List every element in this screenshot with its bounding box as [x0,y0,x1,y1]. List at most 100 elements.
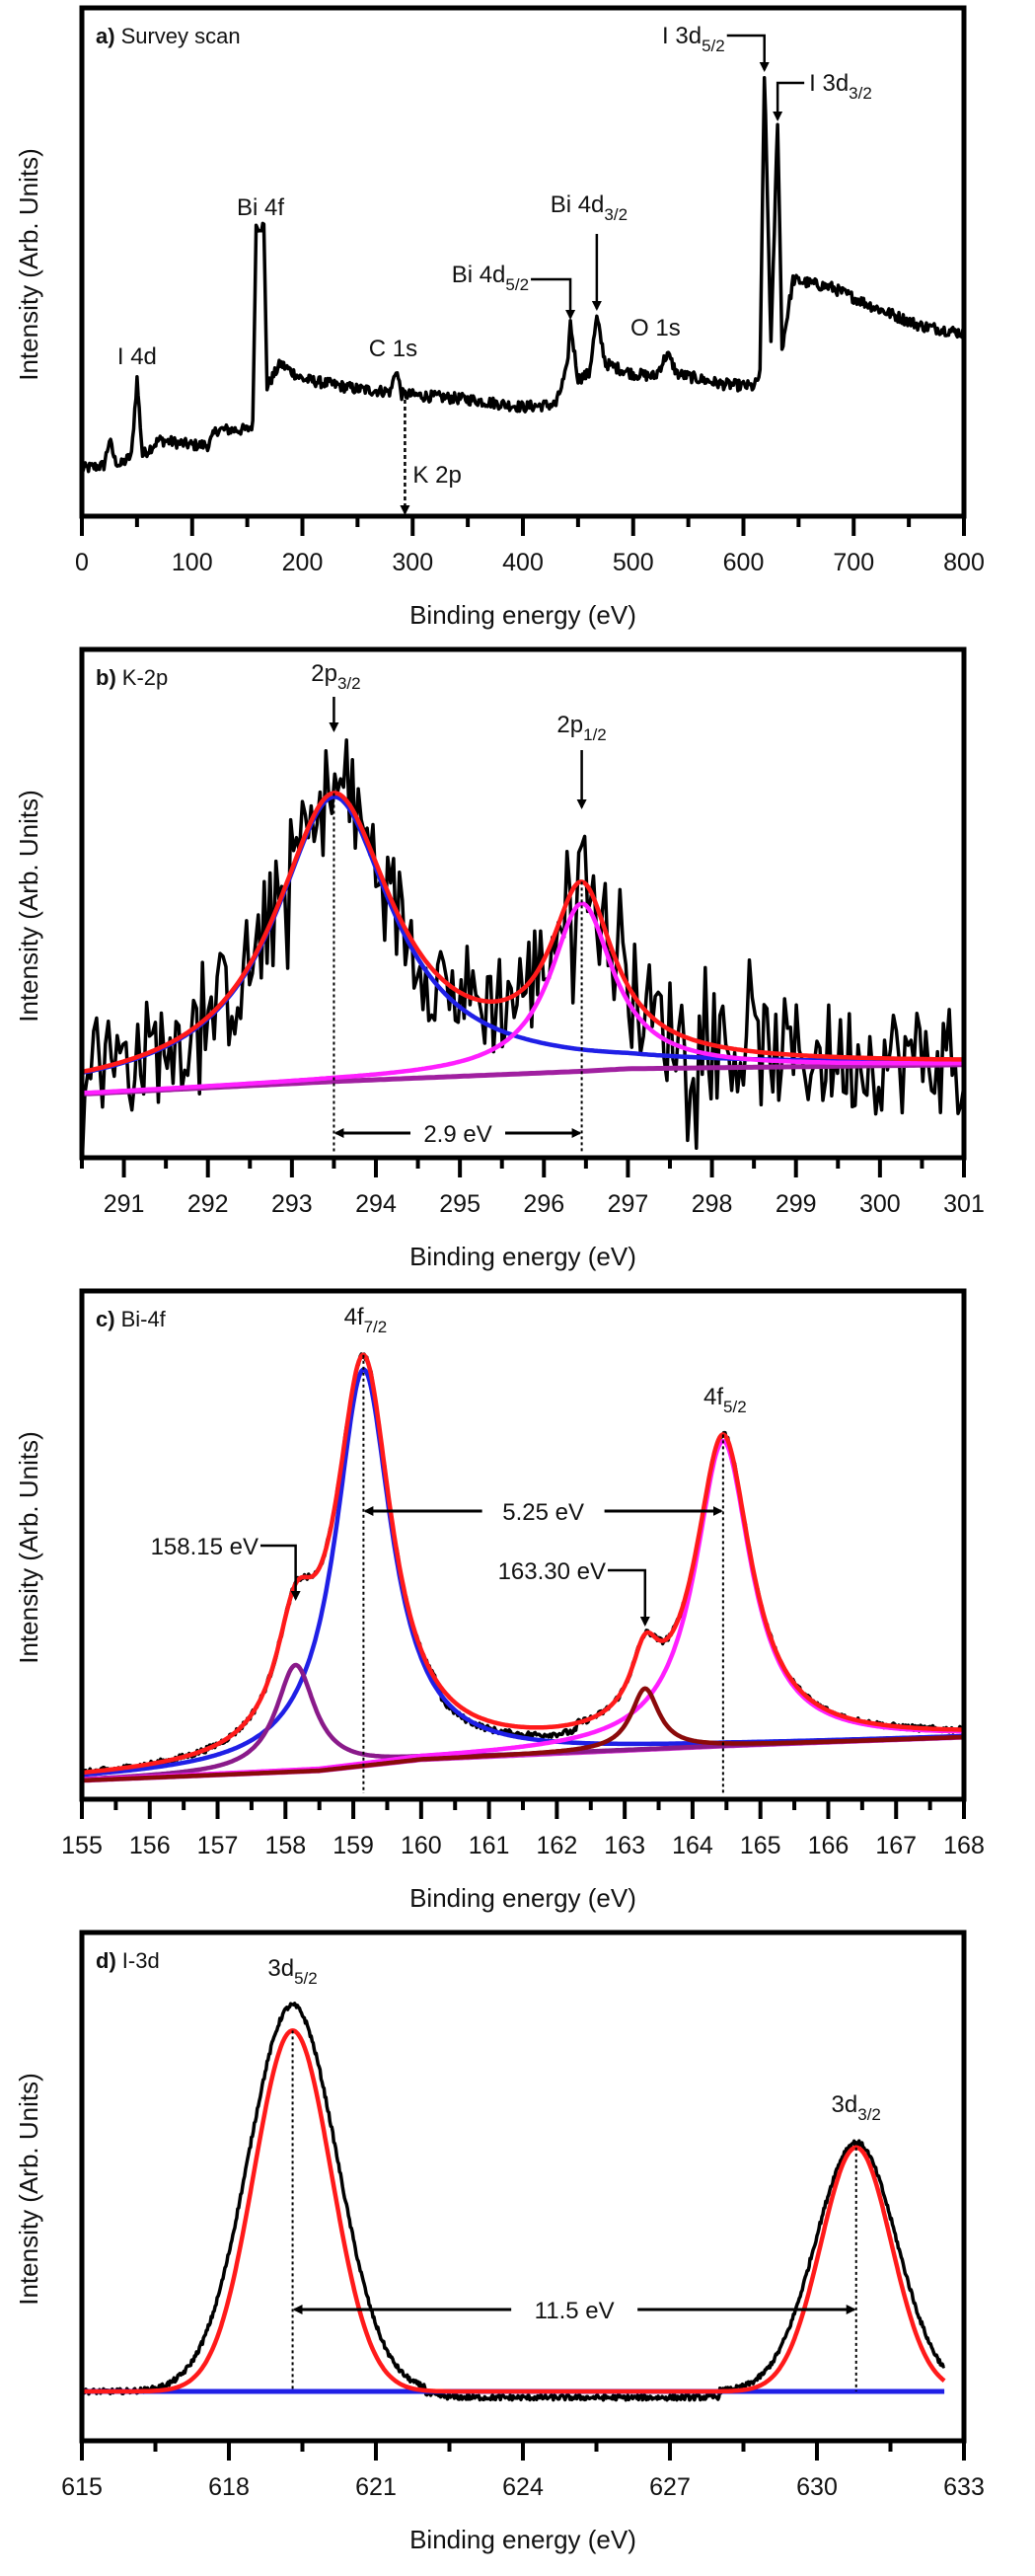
peak-label-k-2p: K 2p [412,462,461,489]
peak-label-i-3d32-text: I 3d [809,70,849,97]
fit-component-158.15 [82,1662,964,1781]
x-tick-label: 291 [104,1190,145,1218]
y-axis-title: Intensity (Arb. Units) [14,1431,43,1664]
panel-c: 5.25 eV 155 156 157 158 159 160 161 162 163 164 165… [14,1288,985,1913]
peak-label-3d52-text: 3d [267,1955,294,1982]
x-tick-label: 624 [502,2473,544,2501]
plot-area [82,738,964,1158]
x-tick-label: 293 [271,1190,313,1218]
x-tick-label: 165 [740,1832,781,1859]
i-3d52-arrow [726,34,770,72]
x-tick-label: 166 [808,1832,850,1859]
x-tick-label: 296 [523,1190,564,1218]
x-tick-label: 630 [796,2473,838,2501]
peak-label-i-4d: I 4d [117,343,157,370]
peak-label-o-1s-text: O 1s [630,315,681,341]
position-arrow-158-15 [260,1544,301,1601]
peak-label-bi-4d52: Bi 4d5/2 [452,262,529,294]
x-tick-label: 700 [833,549,874,576]
y-axis-title: Intensity (Arb. Units) [14,2073,43,2306]
panel-letter: c) [96,1307,115,1331]
peak-label-i-3d32: I 3d3/2 [809,70,872,103]
fit-component-296.45 [82,901,964,1096]
peak-label-i-3d52-text: I 3d [662,23,702,49]
peak-label-bi-4d32-text: Bi 4d [551,191,605,218]
x-tick-label: 294 [355,1190,397,1218]
peak-label-4f72-text: 4f [344,1304,364,1330]
peak-label-2p32-subscript: 3/2 [337,674,361,693]
x-tick-label: 160 [401,1832,442,1859]
x-axis-title: Binding energy (eV) [409,1883,636,1913]
peak-label-3d52-subscript: 5/2 [294,1969,318,1988]
experimental-spectrum-line [82,738,964,1158]
peak-label-bi-4f-text: Bi 4f [237,194,284,221]
peak-label-k-2p-text: K 2p [412,462,461,489]
panel-title: c) Bi-4f [96,1307,167,1331]
peak-label-3d32: 3d3/2 [832,2091,881,2124]
peak-label-o-1s: O 1s [630,315,681,341]
splitting-label: 2.9 eV [423,1121,491,1148]
y-axis-title: Intensity (Arb. Units) [14,790,43,1023]
x-tick-label: 164 [672,1832,713,1859]
plot-area [82,2002,946,2402]
splitting-label: 5.25 eV [502,1499,584,1526]
panel-letter: b) [96,665,116,690]
x-tick-label: 627 [649,2473,691,2501]
peak-label-4f52: 4f5/2 [703,1384,747,1416]
x-tick-label: 800 [943,549,985,576]
peak-label-3d52: 3d5/2 [267,1955,317,1988]
peak-label-2p12: 2p1/2 [556,712,606,744]
x-tick-label: 500 [613,549,654,576]
x-tick-label: 157 [197,1832,239,1859]
plot-area [82,1352,964,1783]
plot-area [82,76,964,474]
panel-letter: a) [96,24,115,48]
peak-label-4f72: 4f7/2 [344,1304,388,1336]
panel-title: d) I-3d [96,1948,160,1973]
x-axis-title: Binding energy (eV) [409,1242,636,1271]
x-tick-label: 621 [355,2473,397,2501]
x-tick-label: 615 [61,2473,103,2501]
x-tick-label: 159 [333,1832,374,1859]
position-label-158-15: 158.15 eV [151,1534,259,1560]
peak-label-bi-4d52-text: Bi 4d [452,262,506,288]
peak-label-c-1s-text: C 1s [369,336,417,362]
x-tick-label: 300 [392,549,433,576]
peak-label-3d32-subscript: 3/2 [857,2105,881,2124]
x-tick-label: 300 [859,1190,901,1218]
panel-name: K-2p [122,665,168,690]
peak-label-4f72-subscript: 7/2 [364,1318,388,1336]
survey-spectrum-line [82,76,964,474]
x-tick-label: 295 [439,1190,481,1218]
panel-letter: d) [96,1948,116,1973]
peak-label-bi-4f: Bi 4f [237,194,284,221]
x-tick-label: 163 [604,1832,645,1859]
splitting-label: 11.5 eV [535,2298,615,2324]
x-tick-label: 298 [692,1190,733,1218]
position-arrow-163-30 [608,1568,650,1627]
x-tick-label: 200 [282,549,324,576]
x-tick-label: 618 [208,2473,250,2501]
peak-label-bi-4d32-subscript: 3/2 [604,205,628,224]
peak-label-2p12-text: 2p [556,712,583,738]
peak-label-c-1s: C 1s [369,336,417,362]
panel-b: 2.9 eV 291 292 293 294 295 296 297 298 299 300 301 B… [14,646,985,1271]
peak-label-2p32-text: 2p [311,660,337,687]
peak-label-i-3d52-subscript: 5/2 [702,37,725,55]
x-tick-label: 0 [75,549,89,576]
x-tick-label: 162 [537,1832,578,1859]
x-tick-label: 299 [776,1190,817,1218]
x-tick-label: 158 [264,1832,306,1859]
x-axis-title: Binding energy (eV) [409,2525,636,2554]
panel-name: I-3d [122,1948,160,1973]
panel-d: 11.5 eV 615 618 621 624 627 630 633 Binding ener… [14,1930,985,2554]
experimental-spectrum-line [82,2002,946,2402]
fit-component-163.3 [82,1686,964,1783]
position-label-158-15-text: 158.15 eV [151,1534,259,1560]
x-tick-label: 301 [943,1190,985,1218]
x-tick-label: 156 [129,1832,171,1859]
peak-label-i-3d52: I 3d5/2 [662,23,725,55]
bi-4d52-arrow [531,277,576,320]
peak-label-2p32: 2p3/2 [311,660,360,693]
